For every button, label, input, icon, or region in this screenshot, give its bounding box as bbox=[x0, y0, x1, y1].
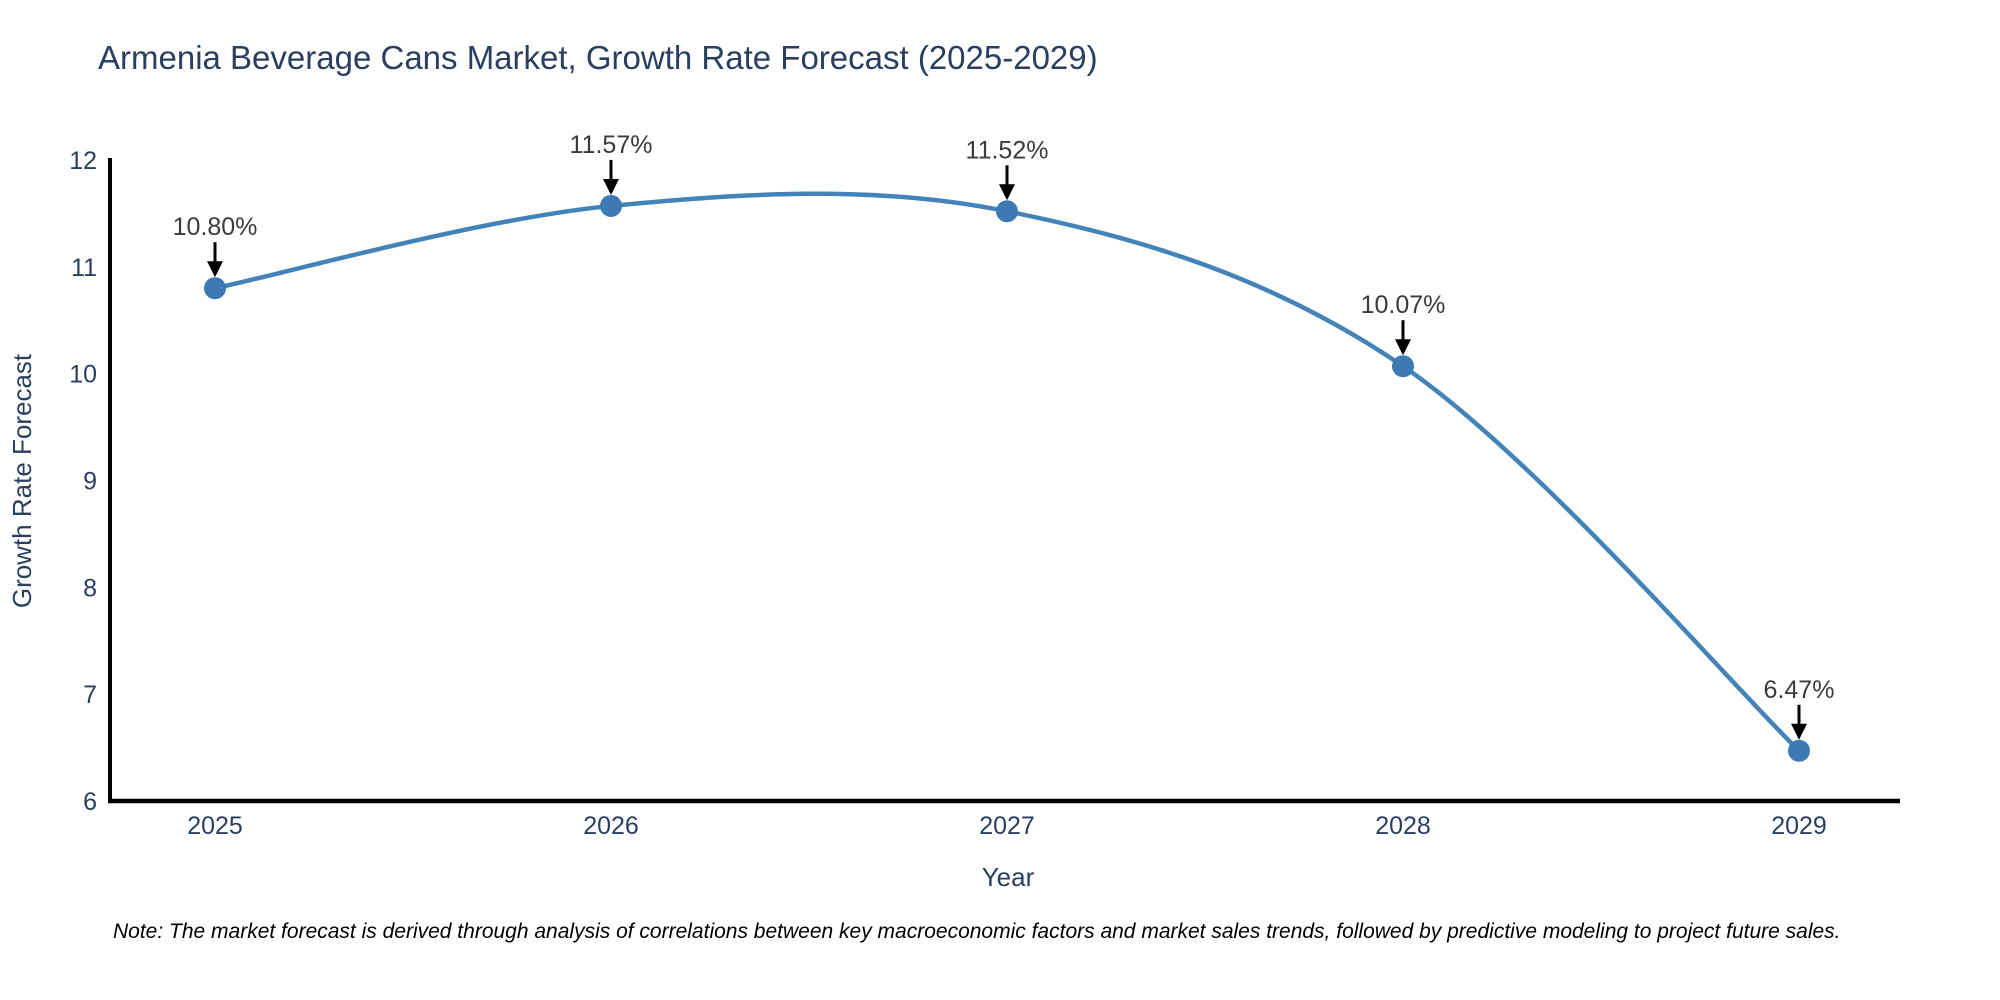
y-tick-label: 10 bbox=[69, 361, 97, 389]
y-tick-label: 9 bbox=[83, 468, 97, 496]
y-tick-label: 11 bbox=[71, 254, 97, 282]
series-line bbox=[212, 191, 1802, 754]
y-tick-label: 8 bbox=[83, 574, 97, 602]
x-tick-label: 2028 bbox=[1375, 812, 1431, 840]
annotation-arrowhead-icon bbox=[207, 261, 223, 278]
y-axis-title: Growth Rate Forecast bbox=[7, 353, 37, 608]
data-point-marker bbox=[1392, 355, 1414, 378]
point-value-label: 10.07% bbox=[1361, 291, 1446, 319]
point-value-label: 11.52% bbox=[966, 136, 1049, 164]
annotation-arrowhead-icon bbox=[999, 184, 1015, 201]
data-point-marker bbox=[600, 194, 622, 217]
x-axis-title: Year bbox=[982, 862, 1035, 892]
point-annotations: 10.80% 11.57% 11.52% 10.07% 6.47% bbox=[173, 131, 1835, 740]
annotation-arrowhead-icon bbox=[1791, 723, 1807, 740]
line-series bbox=[204, 191, 1810, 762]
point-value-label: 11.57% bbox=[570, 131, 653, 159]
x-tick-label: 2029 bbox=[1771, 812, 1827, 840]
point-value-label: 10.80% bbox=[173, 213, 258, 241]
annotation-arrowhead-icon bbox=[1395, 339, 1411, 356]
chart-title: Armenia Beverage Cans Market, Growth Rat… bbox=[98, 39, 1098, 76]
x-tick-label: 2027 bbox=[979, 812, 1035, 840]
axes bbox=[108, 158, 1900, 804]
y-tick-label: 7 bbox=[83, 681, 97, 709]
data-point-marker bbox=[996, 200, 1018, 223]
x-tick-label: 2026 bbox=[583, 812, 639, 840]
y-tick-label: 6 bbox=[83, 788, 97, 816]
y-tick-labels: 6 7 8 9 10 11 12 bbox=[69, 147, 97, 816]
data-point-marker bbox=[204, 277, 226, 300]
point-value-label: 6.47% bbox=[1764, 676, 1835, 704]
x-tick-label: 2025 bbox=[187, 812, 243, 840]
x-tick-labels: 2025 2026 2027 2028 2029 bbox=[187, 812, 1827, 840]
annotation-arrowhead-icon bbox=[603, 178, 619, 195]
y-tick-label: 12 bbox=[69, 147, 97, 175]
data-point-marker bbox=[1788, 739, 1810, 762]
footnote: Note: The market forecast is derived thr… bbox=[113, 920, 1841, 943]
